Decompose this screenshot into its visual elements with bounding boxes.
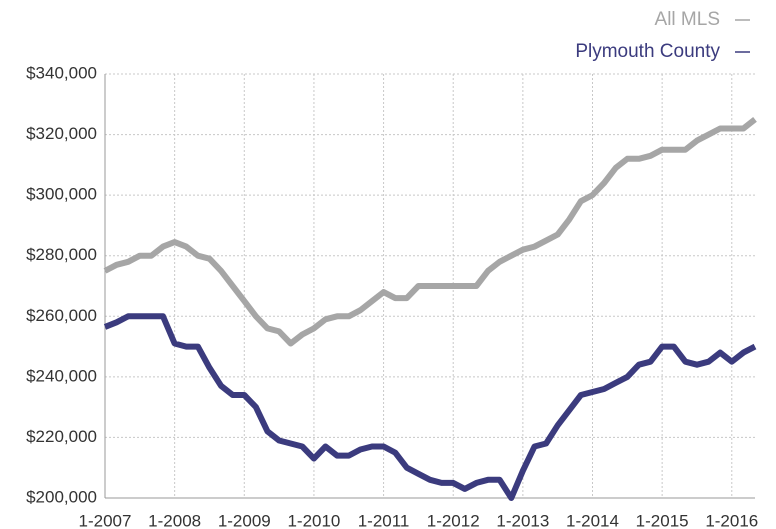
x-tick-label: 1-2008 (148, 511, 201, 529)
y-tick-label: $200,000 (26, 487, 97, 506)
legend-label: All MLS (655, 9, 720, 30)
x-tick-label: 1-2014 (566, 511, 619, 529)
x-tick-label: 1-2009 (218, 511, 271, 529)
x-tick-label: 1-2011 (358, 511, 410, 529)
y-tick-label: $340,000 (26, 63, 97, 82)
y-tick-label: $300,000 (26, 185, 97, 204)
x-tick-label: 1-2012 (427, 511, 480, 529)
series-line (103, 313, 757, 501)
y-tick-label: $320,000 (26, 124, 97, 143)
x-tick-label: 1-2013 (496, 511, 549, 529)
series-line (103, 117, 757, 347)
x-tick-label: 1-2016 (705, 511, 758, 529)
legend-label: Plymouth County (575, 41, 720, 62)
y-tick-label: $240,000 (26, 366, 97, 385)
x-tick-label: 1-2015 (636, 511, 689, 529)
x-tick-label: 1-2007 (79, 511, 132, 529)
y-tick-label: $280,000 (26, 245, 97, 264)
y-tick-label: $260,000 (26, 306, 97, 325)
y-tick-label: $220,000 (26, 427, 97, 446)
x-tick-label: 1-2010 (287, 511, 340, 529)
